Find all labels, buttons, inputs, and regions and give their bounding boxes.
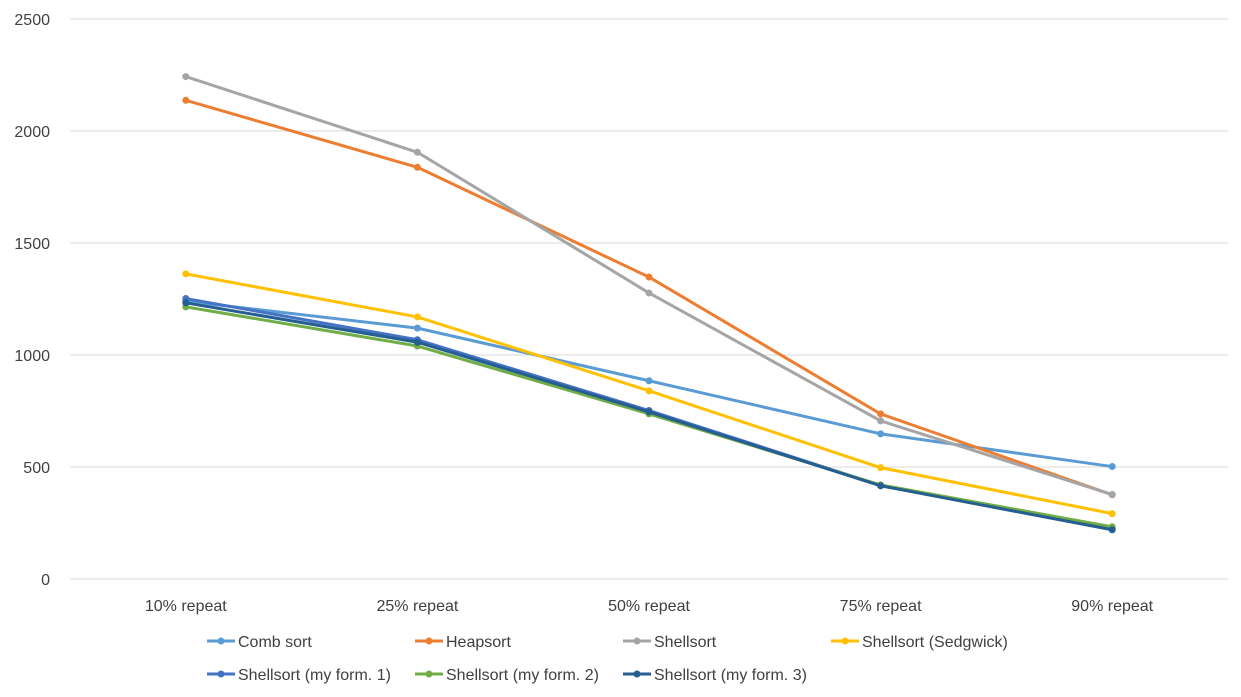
- legend-label: Shellsort (my form. 1): [238, 667, 391, 684]
- legend-item-shellsort: Shellsort: [623, 634, 717, 651]
- x-axis-ticks: 10% repeat 25% repeat 50% repeat 75% repeat…: [145, 598, 1154, 615]
- series-layer: [182, 73, 1116, 534]
- series-shellsort-sedgwick: [182, 270, 1116, 518]
- data-point: [413, 163, 421, 171]
- series-heapsort: [182, 96, 1116, 499]
- x-tick-label: 90% repeat: [1071, 598, 1153, 615]
- y-tick-label: 2500: [14, 12, 50, 29]
- legend-swatch-marker: [633, 670, 641, 678]
- x-tick-label: 50% repeat: [608, 598, 690, 615]
- data-point: [1108, 491, 1116, 499]
- y-tick-label: 0: [41, 572, 50, 589]
- series-line: [184, 98, 1114, 497]
- y-axis-ticks: 0 500 1000 1500 2000 2500: [14, 12, 50, 589]
- data-point: [413, 148, 421, 156]
- y-tick-label: 2000: [14, 124, 50, 141]
- legend-label: Comb sort: [238, 634, 312, 651]
- legend-item-shellsort-my-form-1: Shellsort (my form. 1): [207, 667, 391, 684]
- data-point: [182, 96, 190, 104]
- data-point: [182, 73, 190, 81]
- x-tick-label: 10% repeat: [145, 598, 227, 615]
- legend-swatch-marker: [841, 637, 849, 645]
- y-tick-label: 1500: [14, 236, 50, 253]
- series-shellsort-my-form-2: [182, 303, 1116, 531]
- legend-item-shellsort-sedgwick: Shellsort (Sedgwick): [831, 634, 1008, 651]
- data-point: [182, 270, 190, 278]
- legend-swatch-marker: [633, 637, 641, 645]
- data-point: [1108, 526, 1116, 534]
- series-shellsort: [182, 73, 1116, 499]
- legend-swatch-marker: [217, 637, 225, 645]
- data-point: [1108, 510, 1116, 518]
- legend-item-heapsort: Heapsort: [415, 634, 511, 651]
- y-tick-label: 500: [23, 460, 50, 477]
- data-point: [645, 377, 653, 385]
- legend-label: Shellsort (my form. 2): [446, 667, 599, 684]
- data-point: [413, 324, 421, 332]
- data-point: [413, 313, 421, 321]
- data-point: [1108, 463, 1116, 471]
- data-point: [645, 273, 653, 281]
- legend-item-shellsort-my-form-2: Shellsort (my form. 2): [415, 667, 599, 684]
- series-shellsort-my-form-3: [182, 299, 1116, 534]
- data-point: [182, 299, 190, 307]
- legend-label: Heapsort: [446, 634, 511, 651]
- legend-swatch-marker: [217, 670, 225, 678]
- data-point: [877, 464, 885, 472]
- data-point: [877, 410, 885, 418]
- data-point: [877, 482, 885, 490]
- data-point: [413, 338, 421, 346]
- y-tick-label: 1000: [14, 348, 50, 365]
- legend-swatch-marker: [425, 670, 433, 678]
- x-tick-label: 75% repeat: [840, 598, 922, 615]
- legend-item-shellsort-my-form-3: Shellsort (my form. 3): [623, 667, 807, 684]
- data-point: [877, 430, 885, 438]
- legend-label: Shellsort (my form. 3): [654, 667, 807, 684]
- legend: Comb sort Heapsort Shellsort Shellsort (Sed…: [207, 634, 1008, 684]
- x-tick-label: 25% repeat: [376, 598, 458, 615]
- data-point: [645, 387, 653, 395]
- data-point: [645, 408, 653, 416]
- data-point: [877, 417, 885, 425]
- data-point: [645, 289, 653, 297]
- legend-item-comb-sort: Comb sort: [207, 634, 312, 651]
- grid-layer: [70, 18, 1228, 580]
- legend-label: Shellsort (Sedgwick): [862, 634, 1008, 651]
- legend-swatch-marker: [425, 637, 433, 645]
- legend-label: Shellsort: [654, 634, 717, 651]
